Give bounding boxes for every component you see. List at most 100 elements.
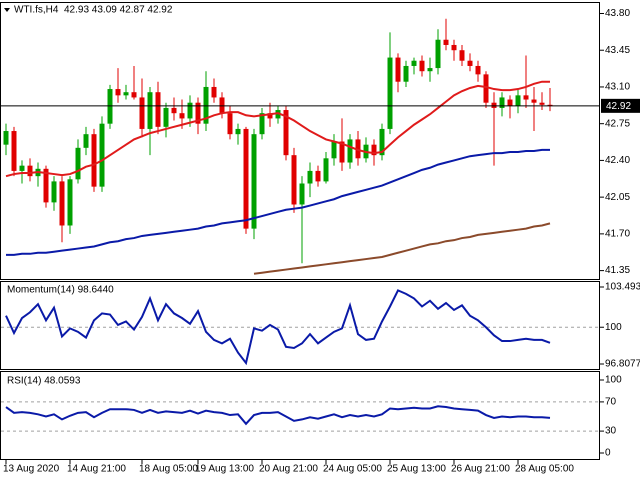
x-tick-label: 20 Aug 21:00 xyxy=(259,464,318,475)
candle-body xyxy=(19,165,25,171)
candle-body xyxy=(59,181,65,226)
candle-body xyxy=(371,144,377,156)
candle-body xyxy=(483,74,489,103)
series-group xyxy=(5,405,551,426)
candle-body xyxy=(107,89,113,124)
x-tick-label: 25 Aug 13:00 xyxy=(387,464,446,475)
series-group xyxy=(5,289,551,366)
candle-body xyxy=(139,97,145,129)
candle-body xyxy=(443,39,449,45)
price-title: WTI.fs,H4 42.93 43.09 42.87 42.92 xyxy=(14,5,173,16)
x-tick-label: 28 Aug 05:00 xyxy=(515,464,574,475)
series-group xyxy=(5,80,551,275)
candle-body xyxy=(267,113,273,119)
candle-body xyxy=(315,170,321,182)
y-tick-label: 103.4936 xyxy=(605,282,640,293)
menu-triangle xyxy=(4,8,10,12)
rsi-title: RSI(14) 48.0593 xyxy=(7,376,81,387)
candle-body xyxy=(147,92,153,129)
x-tick-label: 18 Aug 05:00 xyxy=(139,464,198,475)
candle-body xyxy=(411,60,417,66)
y-tick-label: 43.80 xyxy=(605,8,630,19)
candle-body xyxy=(539,102,545,105)
candle-body xyxy=(379,128,385,156)
x-tick-label: 19 Aug 13:00 xyxy=(195,464,254,475)
candle-body xyxy=(459,50,465,61)
candle-body xyxy=(195,102,201,124)
candle-body xyxy=(475,65,481,75)
candle-body xyxy=(523,95,529,100)
candle-body xyxy=(331,141,337,159)
indicator-line xyxy=(5,289,551,366)
candle-body xyxy=(123,92,129,96)
momentum-panel-frame xyxy=(0,281,600,370)
candle-body xyxy=(203,86,209,124)
candle-body xyxy=(3,131,9,145)
candle-body xyxy=(403,65,409,82)
y-tick-label: 42.05 xyxy=(605,192,630,203)
candle-body xyxy=(547,104,553,106)
y-tick-label: 30 xyxy=(605,426,617,437)
price-panel-frame xyxy=(0,2,600,280)
candle-body xyxy=(435,39,441,69)
candle-body xyxy=(99,123,105,187)
x-tick-label: 26 Aug 21:00 xyxy=(451,464,510,475)
candle-body xyxy=(259,113,265,135)
y-tick-label: 42.75 xyxy=(605,118,630,129)
candle-body xyxy=(299,183,305,205)
candle-body xyxy=(347,139,353,163)
candle-body xyxy=(187,102,193,119)
candle-body xyxy=(171,107,177,114)
y-tick-label: 41.35 xyxy=(605,265,630,276)
y-tick-label: 70 xyxy=(605,397,617,408)
x-tick-label: 24 Aug 05:00 xyxy=(323,464,382,475)
indicator-line xyxy=(5,80,550,178)
indicator-line xyxy=(253,222,551,275)
candle-body xyxy=(291,155,297,205)
candle-body xyxy=(75,147,81,180)
candle-body xyxy=(507,99,513,106)
x-tick-label: 14 Aug 21:00 xyxy=(67,464,126,475)
candle-body xyxy=(67,179,73,226)
candle-body xyxy=(155,92,161,127)
candle-body xyxy=(387,57,393,129)
plot-layer: 43.80 43.45 43.10 42.75 42.40 42.05 41.70 41.35… xyxy=(0,8,640,475)
candle-body xyxy=(163,107,169,127)
candle-body xyxy=(131,92,137,98)
candle-body xyxy=(283,110,289,156)
candle-body xyxy=(235,128,241,135)
candle-body xyxy=(27,165,33,177)
candle-body xyxy=(451,44,457,51)
candle-body xyxy=(491,102,497,108)
y-tick-label: 42.40 xyxy=(605,155,630,166)
candle-body xyxy=(467,60,473,66)
rsi-panel-frame xyxy=(0,371,600,460)
candle-body xyxy=(323,158,329,182)
candle-body xyxy=(395,57,401,82)
y-tick-label: 100 xyxy=(605,375,622,386)
y-tick-label: 43.45 xyxy=(605,45,630,56)
x-tick-label: 13 Aug 2020 xyxy=(3,464,60,475)
candle-body xyxy=(499,97,505,108)
candle-body xyxy=(211,86,217,98)
y-tick-label: 100 xyxy=(605,322,622,333)
candle-body xyxy=(419,60,425,72)
y-tick-label: 41.70 xyxy=(605,229,630,240)
indicator-line xyxy=(6,148,550,256)
candle-body xyxy=(227,113,233,135)
momentum-title: Momentum(14) 98.6440 xyxy=(7,285,114,296)
candle-body xyxy=(243,128,249,229)
candle-body xyxy=(515,95,521,106)
candle-body xyxy=(427,68,433,72)
candle-body xyxy=(11,131,17,171)
candle-body xyxy=(251,134,257,229)
candle-body xyxy=(339,141,345,163)
y-tick-label: 96.8077 xyxy=(605,359,640,370)
y-tick-label: 0 xyxy=(605,448,611,459)
indicator-line xyxy=(5,405,551,426)
y-tick-label: 43.10 xyxy=(605,82,630,93)
candle-body xyxy=(91,134,97,187)
